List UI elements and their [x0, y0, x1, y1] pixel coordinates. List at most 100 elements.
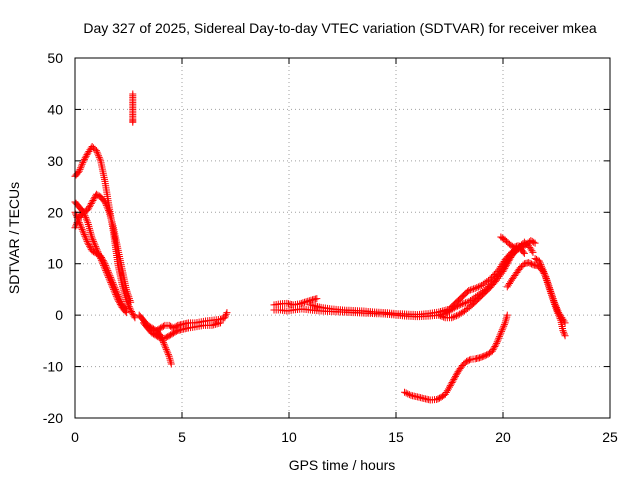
data-point — [160, 340, 168, 348]
data-point — [448, 314, 456, 322]
data-point — [538, 264, 546, 272]
data-point — [74, 217, 82, 225]
data-point — [535, 257, 543, 265]
data-point — [86, 242, 94, 250]
data-point — [528, 247, 536, 255]
data-point — [164, 349, 172, 357]
series-arc-o — [531, 255, 569, 340]
data-point — [483, 351, 491, 359]
data-point — [82, 213, 90, 221]
data-point — [520, 249, 528, 257]
data-point — [78, 160, 86, 168]
data-point — [168, 330, 176, 338]
data-point — [110, 287, 118, 295]
data-point — [81, 212, 89, 220]
data-point — [158, 323, 166, 331]
data-point — [560, 330, 568, 338]
data-point — [491, 343, 499, 351]
series-arc-d — [71, 208, 130, 317]
data-point — [537, 261, 545, 269]
data-point — [102, 268, 110, 276]
data-point — [514, 242, 522, 250]
data-point — [488, 274, 496, 282]
data-point — [82, 215, 90, 223]
data-point — [149, 330, 157, 338]
data-point — [498, 327, 506, 335]
data-point — [447, 380, 455, 388]
data-point — [496, 331, 504, 339]
data-point — [125, 303, 133, 311]
data-point — [86, 244, 94, 252]
data-point — [446, 382, 454, 390]
data-point — [104, 272, 112, 280]
data-point — [104, 205, 112, 213]
data-point — [486, 275, 494, 283]
data-point — [95, 251, 103, 259]
data-point — [167, 358, 175, 366]
data-point — [438, 312, 446, 320]
y-tick-label: -20 — [43, 410, 63, 426]
data-point — [490, 344, 498, 352]
data-point — [95, 249, 103, 257]
data-point — [115, 297, 123, 305]
grid — [75, 58, 610, 418]
data-point — [313, 295, 321, 303]
data-point — [218, 315, 226, 323]
data-point — [75, 215, 83, 223]
data-point — [528, 260, 536, 268]
data-point — [477, 353, 485, 361]
data-point — [88, 198, 96, 206]
data-point — [528, 237, 536, 245]
data-point — [440, 307, 448, 315]
data-point — [525, 259, 533, 267]
data-point — [112, 292, 120, 300]
x-tick-label: 10 — [281, 429, 297, 445]
x-tick-label: 20 — [495, 429, 511, 445]
data-point — [473, 284, 481, 292]
data-point — [101, 265, 109, 273]
data-point — [97, 255, 105, 263]
data-point — [158, 335, 166, 343]
data-point — [465, 356, 473, 364]
data-point — [95, 152, 103, 160]
data-point — [78, 225, 86, 233]
y-tick-label: -10 — [43, 359, 63, 375]
data-point — [526, 259, 534, 267]
data-point — [100, 197, 108, 205]
data-point — [85, 224, 93, 232]
data-point — [553, 306, 560, 314]
x-tick-label: 0 — [71, 429, 79, 445]
data-point — [559, 327, 567, 335]
data-point — [462, 299, 470, 307]
y-axis-label: SDTVAR / TECUs — [6, 182, 22, 294]
data-point — [471, 284, 479, 292]
data-point — [171, 328, 179, 336]
data-point — [129, 118, 137, 126]
data-point — [492, 269, 500, 277]
ticks: 0 5 10 15 20 25 -20 -10 0 10 20 30 40 50 — [43, 50, 618, 445]
data-point — [222, 312, 230, 320]
data-point — [157, 333, 165, 341]
data-point — [489, 346, 497, 354]
data-point — [481, 352, 489, 360]
data-point — [451, 372, 459, 380]
data-point — [131, 314, 139, 322]
data-point — [305, 297, 313, 305]
data-point — [213, 320, 221, 328]
data-point — [531, 255, 539, 263]
data-point — [539, 266, 547, 274]
data-point — [87, 230, 95, 238]
data-point — [80, 229, 88, 237]
data-point — [497, 329, 505, 337]
data-point — [512, 247, 520, 255]
data-point — [74, 168, 82, 176]
data-point — [92, 244, 100, 252]
data-point — [163, 347, 171, 355]
data-point — [96, 253, 104, 261]
data-point — [468, 285, 476, 293]
data-point — [561, 319, 569, 327]
data-point — [223, 309, 231, 317]
data-point — [90, 239, 98, 247]
data-point — [101, 198, 109, 206]
data-point — [86, 226, 94, 234]
